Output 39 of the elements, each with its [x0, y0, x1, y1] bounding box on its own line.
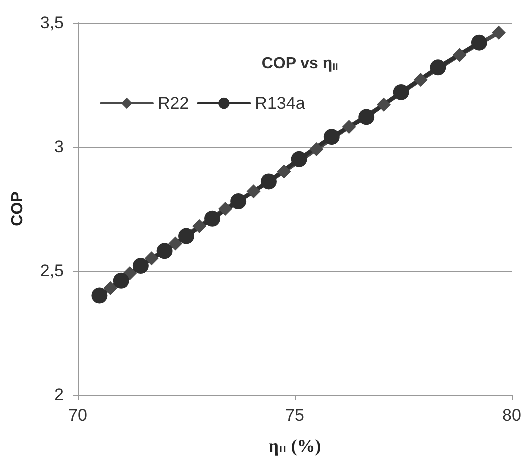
point: [471, 34, 488, 51]
point: [342, 120, 356, 134]
y-tick-label: 2,5: [40, 262, 64, 280]
point: [168, 236, 183, 251]
point: [430, 60, 446, 76]
x-tick-label: 75: [286, 406, 304, 425]
y-tick-label: 2: [54, 386, 64, 404]
point: [230, 194, 247, 210]
x-tick-label: 80: [502, 406, 522, 425]
point: [132, 258, 149, 274]
point: [144, 252, 159, 266]
point: [376, 98, 391, 112]
y-tick-label: 3: [54, 138, 64, 156]
point: [393, 84, 410, 100]
point: [246, 184, 261, 199]
legend-label: R134a: [255, 94, 306, 113]
y-tick-label: 3,5: [40, 14, 64, 32]
point: [260, 174, 277, 190]
point: [123, 266, 138, 280]
point: [414, 73, 428, 88]
point: [492, 26, 506, 40]
point: [358, 109, 375, 126]
y-axis-title: COP: [10, 191, 26, 226]
point: [310, 142, 324, 156]
point: [452, 48, 467, 62]
point: [291, 151, 308, 168]
x-tick-label: 70: [68, 406, 88, 425]
point: [218, 202, 233, 216]
point: [113, 272, 130, 289]
point: [192, 219, 207, 234]
point: [104, 281, 118, 296]
point: [178, 228, 194, 244]
point: [92, 288, 108, 304]
legend-label: R22: [158, 94, 190, 113]
point: [156, 243, 173, 260]
point: [324, 129, 340, 146]
point: [277, 164, 292, 179]
point: [204, 210, 221, 227]
x-axis-title: ηII (%): [268, 436, 322, 456]
